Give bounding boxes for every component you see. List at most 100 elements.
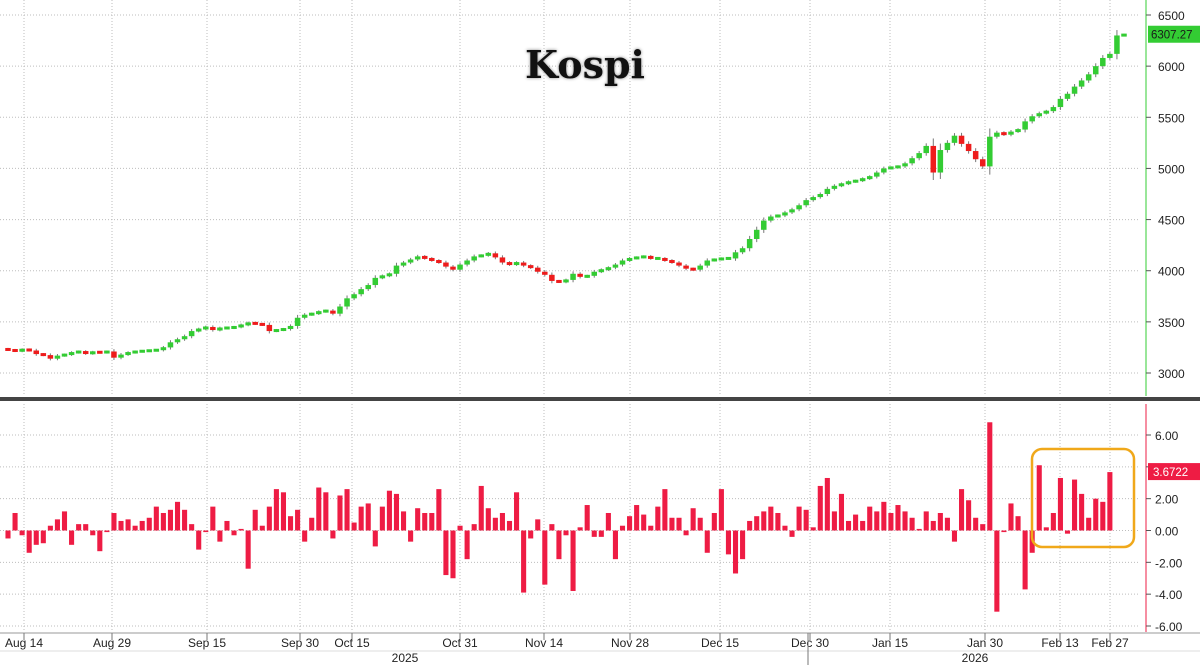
- price-candle: [888, 166, 894, 170]
- price-candle: [619, 260, 626, 265]
- x-tick-label: Feb 27: [1091, 636, 1129, 650]
- price-candle: [259, 322, 266, 326]
- price-candle: [429, 257, 435, 261]
- perf-bar: [810, 527, 816, 531]
- perf-bar: [97, 530, 103, 552]
- x-tick-label: Dec 15: [701, 636, 739, 650]
- price-candle: [711, 258, 718, 262]
- perf-bar: [429, 512, 435, 531]
- perf-bar: [132, 525, 138, 531]
- price-candle: [167, 342, 174, 348]
- perf-bar: [669, 517, 675, 531]
- perf-bar: [881, 501, 887, 531]
- price-candle: [725, 256, 732, 260]
- perf-bar: [577, 527, 583, 531]
- perf-bar: [711, 512, 717, 531]
- price-candle: [987, 136, 993, 167]
- price-candle: [75, 350, 82, 354]
- price-candle: [1022, 121, 1028, 130]
- perf-bar: [139, 520, 145, 531]
- perf-bar: [966, 500, 972, 531]
- price-tick-label: 3000: [1158, 367, 1185, 381]
- perf-bar: [365, 503, 371, 531]
- price-candle: [1043, 110, 1050, 114]
- perf-bar: [697, 517, 703, 531]
- price-candle: [824, 188, 831, 194]
- perf-bar: [584, 505, 590, 531]
- perf-bar: [994, 530, 1000, 612]
- perf-bar: [1100, 501, 1106, 531]
- price-candle: [591, 271, 598, 276]
- price-candle: [26, 348, 32, 352]
- price-candle: [838, 183, 845, 187]
- price-candle: [203, 326, 209, 330]
- perf-bar: [782, 525, 788, 531]
- price-tick-label: 4000: [1158, 265, 1185, 279]
- perf-bar: [330, 530, 336, 539]
- price-candle: [916, 153, 922, 159]
- price-candle: [859, 178, 866, 182]
- perf-bar: [104, 530, 110, 533]
- perf-bar: [923, 511, 929, 531]
- perf-bar: [1008, 503, 1014, 531]
- panel-separator: [0, 397, 1200, 401]
- perf-bar: [33, 530, 39, 545]
- price-candle: [598, 269, 605, 273]
- price-candle: [414, 256, 421, 260]
- price-candle: [132, 350, 138, 354]
- price-candle: [111, 351, 117, 358]
- price-candle: [1057, 98, 1064, 108]
- perf-bar: [118, 520, 124, 531]
- perf-bar: [408, 530, 414, 542]
- price-candle: [181, 336, 188, 340]
- perf-bar: [641, 514, 647, 531]
- perf-bar: [54, 519, 60, 531]
- price-candle: [570, 273, 576, 280]
- price-candle: [323, 309, 329, 313]
- perf-bar: [196, 530, 202, 550]
- perf-bar: [747, 520, 753, 531]
- price-candle: [944, 142, 951, 151]
- price-candle: [40, 353, 47, 357]
- perf-bar: [372, 530, 378, 547]
- price-candle: [753, 229, 760, 240]
- last-perf-label: 3.6722: [1153, 467, 1188, 479]
- price-candle: [195, 328, 202, 332]
- price-candle: [386, 273, 393, 277]
- price-candle: [301, 314, 308, 318]
- price-tick-label: 6000: [1158, 60, 1185, 74]
- perf-bar: [111, 512, 117, 531]
- perf-bar: [860, 520, 866, 531]
- price-candle: [238, 324, 244, 328]
- price-candle: [407, 259, 414, 263]
- chart-title: Kospi: [525, 42, 645, 87]
- perf-bar: [1036, 465, 1042, 531]
- price-candle: [534, 267, 541, 272]
- perf-bar: [909, 517, 915, 531]
- price-candle: [1001, 132, 1007, 136]
- price-candle: [662, 257, 668, 261]
- perf-bar: [853, 514, 859, 531]
- price-tick-label: 4500: [1158, 214, 1185, 228]
- price-candle: [704, 260, 711, 266]
- perf-bar: [1079, 493, 1085, 531]
- price-candle: [499, 257, 506, 263]
- perf-bars: [5, 422, 1113, 612]
- perf-bar: [605, 512, 611, 531]
- perf-bar: [1064, 530, 1071, 534]
- perf-bar: [358, 506, 364, 531]
- price-candle: [266, 324, 273, 332]
- price-tick-label: 5500: [1158, 111, 1185, 125]
- perf-bar: [217, 530, 223, 542]
- perf-bar: [944, 517, 950, 531]
- x-tick-label: Sep 30: [281, 636, 319, 650]
- price-candle: [174, 339, 181, 343]
- price-candle: [979, 159, 986, 167]
- perf-bar: [831, 511, 837, 531]
- x-tick-label: Nov 28: [611, 636, 649, 650]
- price-candle: [690, 267, 696, 271]
- perf-bar: [273, 489, 279, 531]
- price-candle: [471, 256, 477, 261]
- price-candle: [443, 262, 449, 267]
- perf-bar: [231, 530, 237, 536]
